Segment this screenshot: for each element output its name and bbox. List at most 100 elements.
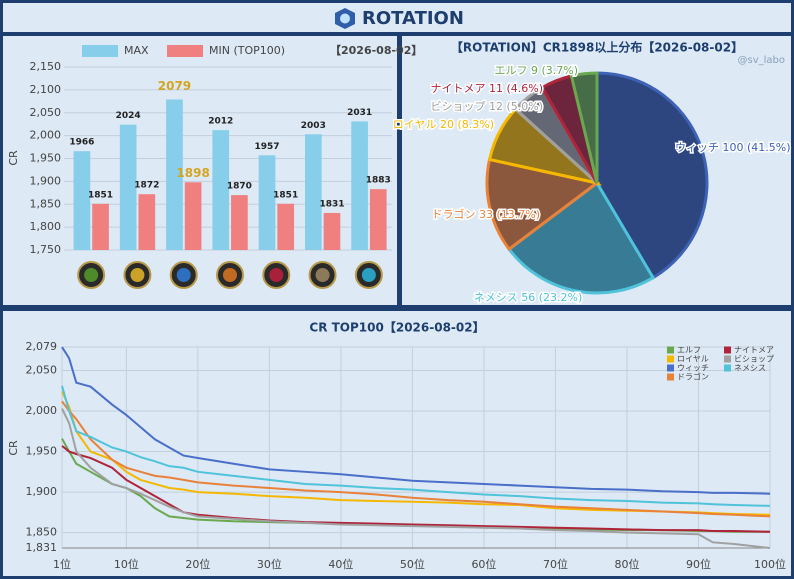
bar	[277, 203, 295, 250]
slice-label: ネメシス 56 (23.2%)	[474, 291, 583, 304]
class-icon	[315, 268, 330, 282]
value-label: 1870	[227, 182, 252, 192]
y-tick-label: 1,950	[26, 445, 58, 458]
legend-label: エルフ	[677, 346, 701, 355]
legend-swatch	[667, 346, 674, 354]
pie-slice	[485, 157, 601, 252]
pie-slice	[595, 71, 709, 280]
slice-category: ロイヤル	[393, 118, 437, 131]
slice-value: 12 (5.0%)	[489, 100, 543, 113]
value-label: 1883	[366, 176, 391, 186]
bar	[304, 134, 322, 250]
x-tick-label: 60位	[471, 557, 496, 571]
y-tick-label: 1,900	[30, 174, 62, 187]
y-tick-label: 2,000	[30, 129, 62, 142]
slice-value: 100 (41.5%)	[723, 141, 791, 154]
x-tick-label: 1位	[53, 557, 71, 571]
pie-slice	[507, 180, 656, 295]
legend-label: ドラゴン	[677, 372, 709, 382]
slice-value: 11 (4.6%)	[489, 82, 543, 95]
class-icon	[223, 268, 237, 282]
x-tick-label: 40位	[328, 557, 353, 571]
legend-swatch	[724, 364, 731, 372]
legend-swatch	[724, 346, 731, 354]
line	[61, 400, 771, 518]
y-tick-label: 1,900	[26, 485, 58, 498]
header-title: ROTATION	[362, 8, 464, 29]
pie-slice	[569, 71, 599, 184]
y-tick-label: 1,800	[30, 220, 62, 233]
bar	[73, 151, 91, 250]
slice-value: 33 (13.7%)	[479, 208, 540, 221]
legend-label: MAX	[124, 44, 149, 57]
bar	[323, 212, 341, 250]
slice-label: ウィッチ 100 (41.5%)	[675, 141, 791, 154]
x-tick-label: 80位	[614, 557, 639, 571]
legend-swatch	[667, 355, 674, 363]
bar	[138, 194, 156, 250]
bar	[212, 130, 230, 250]
slice-label: ドラゴン 33 (13.7%)	[431, 207, 540, 221]
legend-label: ナイトメア	[734, 346, 774, 355]
chart-title: 【ROTATION】CR1898以上分布【2026-08-02】	[451, 40, 743, 55]
y-tick-label: 1,850	[26, 526, 58, 539]
value-label: 2003	[301, 121, 326, 131]
class-icon	[130, 268, 145, 282]
y-tick-label: 2,050	[26, 364, 58, 377]
legend-swatch	[667, 364, 674, 372]
x-tick-label: 100位	[754, 557, 786, 571]
class-icon	[176, 268, 191, 282]
y-axis-label: CR	[7, 440, 20, 456]
line	[61, 445, 771, 533]
x-tick-label: 70位	[543, 557, 568, 571]
header-bg	[3, 3, 791, 32]
annotation: 【2026-08-02】	[330, 44, 422, 57]
panel	[3, 36, 397, 305]
slice-category: ウィッチ	[675, 141, 719, 154]
legend-swatch	[667, 373, 674, 381]
value-label: 2024	[116, 111, 141, 121]
line	[61, 346, 771, 495]
y-tick-label: 1,950	[30, 152, 62, 165]
slice-value: 56 (23.2%)	[521, 291, 582, 304]
slice-category: ネメシス	[474, 291, 518, 304]
line	[61, 385, 771, 507]
chart-title: CR TOP100【2026-08-02】	[309, 320, 484, 335]
y-tick-label: 2,000	[26, 404, 58, 417]
class-icon	[84, 268, 99, 282]
slice-value: 9 (3.7%)	[531, 64, 578, 77]
slice-label: ロイヤル 20 (8.3%)	[393, 118, 494, 131]
value-label: 2031	[347, 108, 372, 118]
y-tick-label: 2,050	[30, 106, 62, 119]
header-icon	[335, 8, 355, 29]
x-tick-label: 90位	[686, 557, 711, 571]
slice-category: ビショップ	[430, 100, 485, 113]
class-icon	[269, 268, 284, 282]
y-tick-label: 1,750	[30, 243, 62, 256]
annotation: @sv_labo	[738, 55, 786, 66]
line	[61, 408, 771, 549]
slice-category: エルフ	[494, 64, 527, 77]
bar	[369, 189, 387, 250]
x-tick-label: 20位	[185, 557, 210, 571]
y-tick-label: 1,831	[26, 541, 58, 554]
bar	[166, 99, 183, 250]
slice-category: ドラゴン	[431, 207, 475, 221]
y-axis-label: CR	[7, 150, 20, 166]
bar	[231, 195, 248, 250]
y-tick-label: 1,850	[30, 197, 62, 210]
y-tick-label: 2,079	[26, 340, 58, 353]
value-label: 2012	[208, 117, 233, 127]
bar	[92, 203, 109, 250]
legend-label: ビショップ	[734, 355, 774, 364]
value-label: 1851	[273, 190, 298, 200]
legend-swatch	[724, 355, 731, 363]
value-label: 1831	[319, 199, 344, 209]
value-label: 1872	[134, 181, 159, 191]
slice-category: ナイトメア	[430, 82, 485, 95]
legend-swatch	[167, 45, 203, 57]
x-tick-label: 10位	[114, 557, 139, 571]
value-label: 2079	[158, 79, 191, 93]
legend-swatch	[82, 45, 118, 57]
